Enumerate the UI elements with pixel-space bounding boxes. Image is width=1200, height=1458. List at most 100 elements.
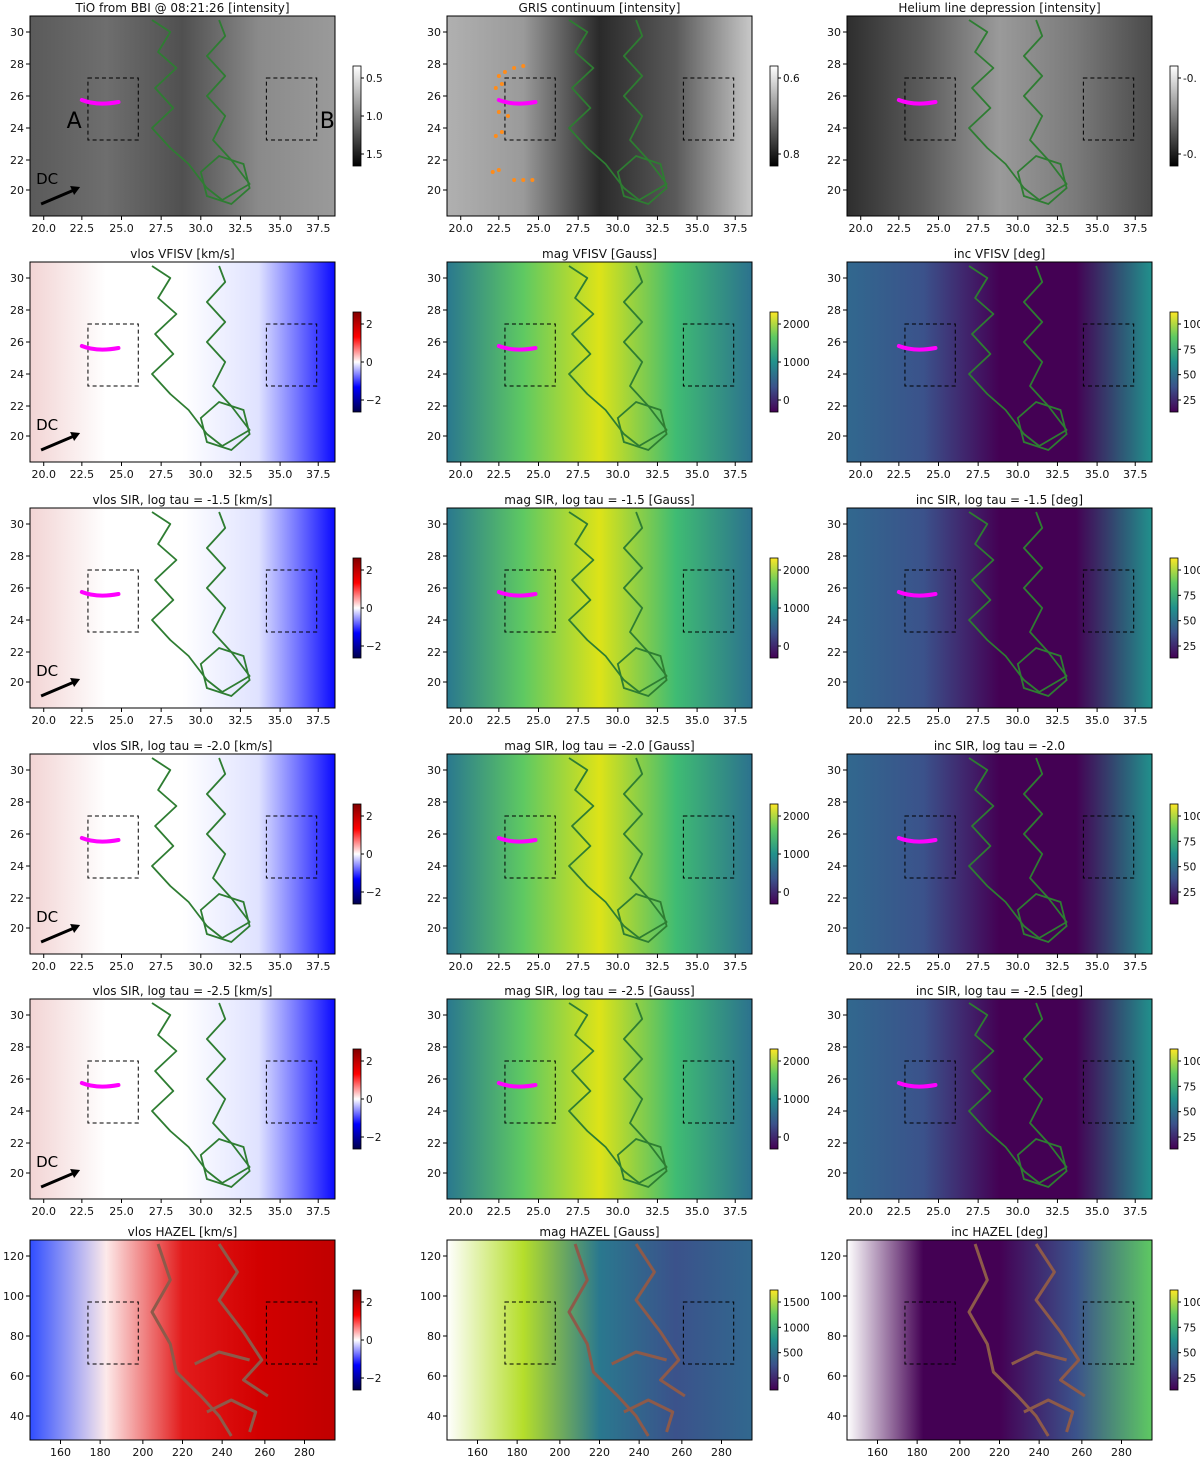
panel-title: vlos HAZEL [km/s] (128, 1225, 238, 1239)
contour-line (568, 265, 668, 447)
x-tick-label: 240 (1029, 1446, 1050, 1458)
x-tick-label: 35.0 (685, 1205, 710, 1218)
dc-label: DC (36, 908, 58, 926)
contour-line (567, 1243, 686, 1437)
y-tick-label: 22 (427, 400, 441, 413)
x-tick-label: 260 (1071, 1446, 1092, 1458)
panel-title: GRIS continuum [intensity] (519, 1, 681, 15)
x-tick-label: 200 (132, 1446, 153, 1458)
marker-dot (521, 64, 526, 68)
y-tick-label: 24 (10, 122, 24, 135)
marker-dot (496, 74, 501, 78)
x-tick-label: 20.0 (448, 468, 473, 481)
x-tick-label: 27.5 (149, 960, 174, 973)
x-tick-label: 27.5 (966, 1205, 991, 1218)
x-tick-label: 20.0 (31, 960, 56, 973)
panel-15: inc SIR, log tau = -2.5 [deg] 20.0 22.5 25.… (827, 984, 1200, 1218)
magenta-trace (496, 1081, 538, 1089)
marker-dot (490, 170, 495, 174)
y-tick-label: 24 (827, 1105, 841, 1118)
y-tick-label: 30 (827, 518, 841, 531)
y-tick-label: 24 (827, 860, 841, 873)
dc-arrow (40, 926, 75, 944)
y-tick-label: 24 (427, 614, 441, 627)
colorbar-tick-label: 2 (366, 1297, 373, 1309)
y-tick-label: 24 (827, 368, 841, 381)
marker-dot (499, 130, 504, 134)
y-tick-label: 30 (427, 764, 441, 777)
colorbar-tick-label: 0 (366, 603, 373, 615)
colorbar-tick-label: 25 (1183, 641, 1196, 653)
x-tick-label: 25.0 (109, 1205, 134, 1218)
marker-dot (499, 82, 504, 86)
plot-frame (846, 15, 1153, 217)
y-tick-label: 24 (827, 614, 841, 627)
heatmap-image (847, 508, 1152, 708)
y-tick-label: 80 (427, 1330, 441, 1343)
y-tick-label: 26 (427, 1073, 441, 1086)
colorbar-tick-label: 75 (1183, 1322, 1196, 1334)
heatmap-image (847, 1240, 1152, 1440)
x-tick-label: 20.0 (448, 222, 473, 235)
heatmap-image (847, 754, 1152, 954)
plot-frame (446, 15, 753, 217)
y-tick-label: 28 (10, 550, 24, 563)
y-tick-label: 26 (427, 90, 441, 103)
y-tick-label: 28 (10, 796, 24, 809)
contour-line (616, 400, 668, 452)
y-tick-label: 26 (827, 1073, 841, 1086)
y-tick-label: 22 (427, 1137, 441, 1150)
x-tick-label: 30.0 (606, 222, 631, 235)
y-tick-label: 24 (427, 1105, 441, 1118)
x-tick-label: 35.0 (268, 222, 293, 235)
magenta-trace (79, 590, 121, 598)
colorbar (352, 311, 362, 413)
colorbar (769, 1048, 779, 1150)
x-tick-label: 25.0 (109, 222, 134, 235)
colorbar (1169, 1048, 1179, 1150)
x-tick-label: 37.5 (723, 960, 748, 973)
x-tick-label: 32.5 (228, 960, 253, 973)
x-tick-label: 22.5 (70, 714, 95, 727)
x-tick-label: 260 (671, 1446, 692, 1458)
colorbar (352, 1289, 362, 1391)
colorbar (352, 803, 362, 905)
y-tick-label: 22 (10, 646, 24, 659)
x-tick-label: 37.5 (306, 1205, 331, 1218)
y-tick-label: 20 (427, 676, 441, 689)
marker-dot (496, 168, 501, 172)
plot-frame (446, 507, 753, 709)
x-tick-label: 200 (549, 1446, 570, 1458)
y-tick-label: 20 (10, 676, 24, 689)
x-tick-label: 25.0 (926, 1205, 951, 1218)
y-tick-label: 26 (427, 336, 441, 349)
colorbar-tick-label: 100 (1183, 1297, 1200, 1309)
x-tick-label: 27.5 (566, 960, 591, 973)
y-tick-label: 20 (827, 184, 841, 197)
x-tick-label: 35.0 (1085, 468, 1110, 481)
y-tick-label: 100 (420, 1290, 441, 1303)
colorbar-tick-label: -0. (1183, 73, 1197, 85)
contour-line (968, 511, 1068, 693)
x-tick-label: 30.0 (189, 468, 214, 481)
x-tick-label: 20.0 (848, 960, 873, 973)
colorbar (1169, 803, 1179, 905)
colorbar-tick-label: -0. (1183, 149, 1197, 161)
x-tick-label: 22.5 (887, 1205, 912, 1218)
x-tick-label: 180 (90, 1446, 111, 1458)
x-tick-label: 30.0 (1006, 222, 1031, 235)
y-tick-label: 20 (827, 676, 841, 689)
x-tick-label: 32.5 (645, 714, 670, 727)
x-tick-label: 35.0 (685, 222, 710, 235)
colorbar (352, 557, 362, 659)
panel-title: mag SIR, log tau = -2.0 [Gauss] (504, 739, 694, 753)
colorbar-tick-label: −2 (366, 1373, 381, 1385)
y-tick-label: 24 (427, 368, 441, 381)
marker-dot (506, 114, 510, 118)
colorbar-tick-label: 0 (366, 1094, 373, 1106)
colorbar-tick-label: −2 (366, 641, 381, 653)
colorbar-tick-label: 1000 (783, 849, 810, 861)
magenta-trace (896, 1081, 938, 1089)
contour-line (199, 1137, 251, 1189)
